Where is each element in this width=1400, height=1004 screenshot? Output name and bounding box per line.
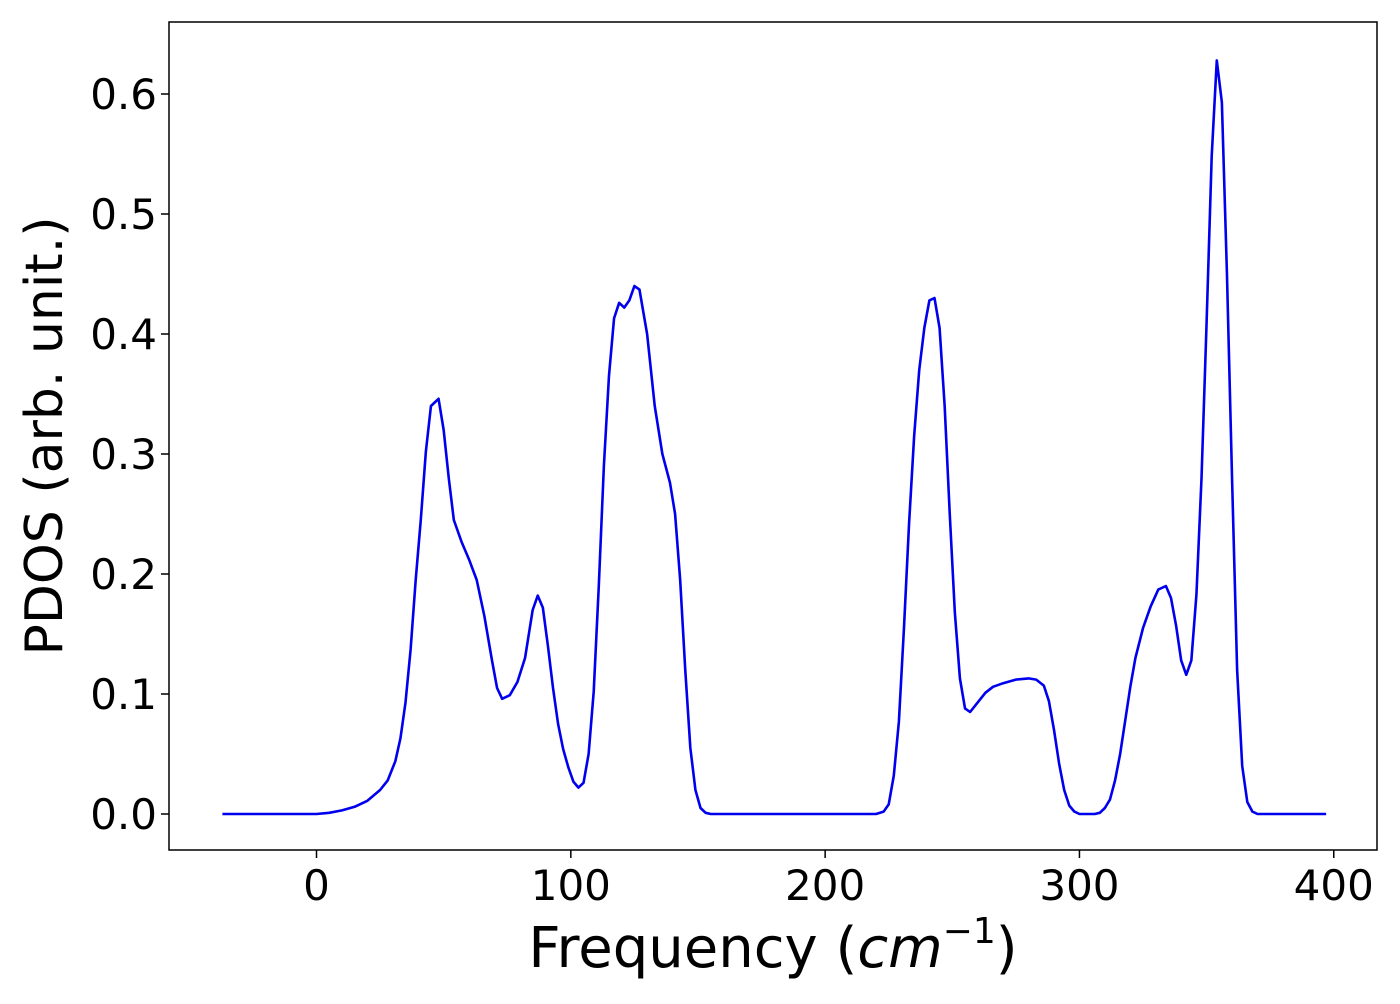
plot-area-frame [168,21,1378,851]
y-tick-label: 0.3 [90,430,157,479]
x-axis-title-unit: cm [857,916,942,981]
x-axis-title-exponent: −1 [943,911,996,952]
y-axis-title: PDOS (arb. unit.) [15,216,75,655]
y-tick-label: 0.1 [90,670,157,719]
x-tick-label: 0 [303,861,330,910]
y-tick-label: 0.0 [90,790,157,839]
y-tick-label: 0.6 [90,70,157,119]
x-tick-label: 100 [531,861,611,910]
x-axis-title: Frequency (cm−1) [528,911,1017,981]
series-line-0 [222,59,1327,816]
y-tick-label: 0.4 [90,310,157,359]
x-axis-title-main: Frequency ( [528,916,857,981]
x-tick-label: 200 [785,861,865,910]
x-tick-label: 400 [1294,861,1374,910]
y-tick-label: 0.2 [90,550,157,599]
x-tick-label: 300 [1039,861,1119,910]
x-axis-title-close: ) [996,916,1018,981]
y-tick-label: 0.5 [90,190,157,239]
